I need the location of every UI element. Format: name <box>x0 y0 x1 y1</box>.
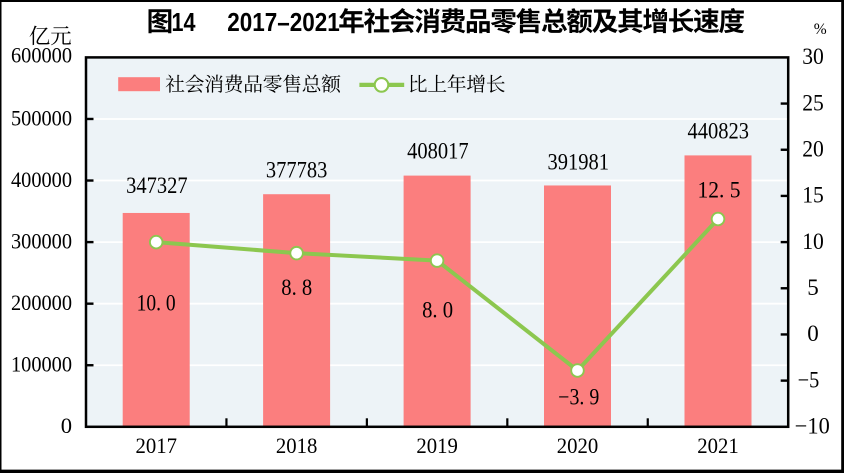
svg-text:600000: 600000 <box>11 42 72 67</box>
svg-text:2020: 2020 <box>557 433 599 458</box>
svg-text:391981: 391981 <box>547 149 609 174</box>
svg-text:−5: −5 <box>798 367 820 392</box>
svg-text:5: 5 <box>807 275 819 300</box>
svg-text:10: 10 <box>802 229 824 254</box>
svg-text:200000: 200000 <box>11 290 72 315</box>
svg-text:440823: 440823 <box>687 118 749 143</box>
svg-text:0: 0 <box>807 321 819 346</box>
svg-text:25: 25 <box>802 90 824 115</box>
svg-text:377783: 377783 <box>266 158 328 183</box>
svg-text:30: 30 <box>802 44 824 69</box>
svg-text:2018: 2018 <box>276 433 318 458</box>
svg-text:20: 20 <box>802 136 824 161</box>
svg-text:%: % <box>814 21 827 38</box>
svg-text:14: 14 <box>172 7 196 37</box>
svg-text:2019: 2019 <box>416 433 458 458</box>
svg-text:−3. 9: −3. 9 <box>558 385 599 410</box>
svg-text:500000: 500000 <box>11 105 72 130</box>
svg-text:8. 0: 8. 0 <box>422 298 453 323</box>
svg-text:12. 5: 12. 5 <box>698 177 741 202</box>
svg-text:8. 8: 8. 8 <box>281 275 312 300</box>
svg-text:100000: 100000 <box>11 352 72 377</box>
svg-text:0: 0 <box>61 413 72 438</box>
svg-text:408017: 408017 <box>407 138 469 163</box>
svg-text:2017–2021: 2017–2021 <box>227 7 339 37</box>
svg-text:2021: 2021 <box>697 433 739 458</box>
svg-text:2017: 2017 <box>135 433 177 458</box>
svg-text:−10: −10 <box>795 414 830 439</box>
svg-text:15: 15 <box>802 183 824 208</box>
svg-text:347327: 347327 <box>126 173 188 198</box>
svg-text:300000: 300000 <box>11 229 72 254</box>
svg-text:400000: 400000 <box>11 167 72 192</box>
svg-text:10. 0: 10. 0 <box>137 291 176 316</box>
